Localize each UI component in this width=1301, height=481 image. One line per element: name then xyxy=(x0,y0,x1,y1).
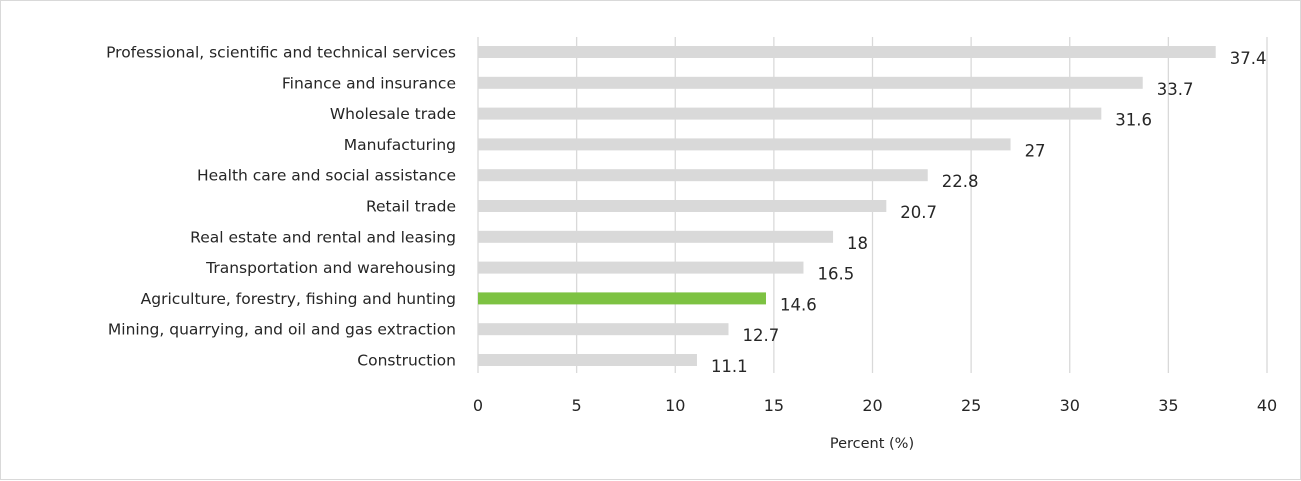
category-label-9: Mining, quarrying, and oil and gas extra… xyxy=(108,321,456,339)
bar-8 xyxy=(478,292,766,305)
x-axis-title: Percent (%) xyxy=(830,436,914,452)
category-label-6: Real estate and rental and leasing xyxy=(190,228,456,246)
bar-4 xyxy=(478,169,928,182)
category-label-10: Construction xyxy=(357,352,456,370)
category-label-7: Transportation and warehousing xyxy=(205,259,456,277)
category-label-4: Health care and social assistance xyxy=(197,167,456,185)
bar-7 xyxy=(478,261,804,274)
data-label-6: 18 xyxy=(847,234,868,253)
x-tick-label-10: 10 xyxy=(665,396,685,415)
data-label-7: 16.5 xyxy=(817,265,854,284)
category-label-2: Wholesale trade xyxy=(330,105,456,123)
data-label-8: 14.6 xyxy=(780,295,817,314)
x-tick-labels: 0 5 10 15 20 25 30 35 40 xyxy=(473,396,1277,415)
category-label-1: Finance and insurance xyxy=(282,74,456,92)
data-label-2: 31.6 xyxy=(1115,111,1152,130)
data-label-1: 33.7 xyxy=(1157,80,1194,99)
bar-6 xyxy=(478,230,834,243)
data-label-5: 20.7 xyxy=(900,203,937,222)
data-label-0: 37.4 xyxy=(1230,49,1267,68)
x-tick-label-25: 25 xyxy=(961,396,981,415)
x-tick-label-0: 0 xyxy=(473,396,483,415)
data-label-4: 22.8 xyxy=(942,172,979,191)
bar-0 xyxy=(478,46,1216,58)
bar-2 xyxy=(478,107,1102,120)
x-tick-label-5: 5 xyxy=(572,396,582,415)
category-label-3: Manufacturing xyxy=(344,136,456,154)
data-label-10: 11.1 xyxy=(711,357,748,376)
bar-1 xyxy=(478,76,1143,89)
category-labels: Professional, scientific and technical s… xyxy=(106,44,456,370)
category-label-5: Retail trade xyxy=(366,198,456,216)
bar-10 xyxy=(478,354,697,366)
x-tick-label-15: 15 xyxy=(764,396,784,415)
bar-9 xyxy=(478,323,729,336)
category-label-0: Professional, scientific and technical s… xyxy=(106,44,456,62)
data-labels: 37.4 33.7 31.6 27 22.8 20.7 18 16.514.612.7 11.1 xyxy=(711,49,1267,376)
x-tick-label-30: 30 xyxy=(1060,396,1080,415)
bar-5 xyxy=(478,200,887,212)
data-label-9: 12.7 xyxy=(743,326,780,345)
data-label-3: 27 xyxy=(1025,141,1046,160)
x-tick-label-35: 35 xyxy=(1158,396,1178,415)
bars xyxy=(478,46,1216,366)
x-tick-label-20: 20 xyxy=(862,396,882,415)
category-label-8: Agriculture, forestry, fishing and hunti… xyxy=(141,290,456,308)
bar-3 xyxy=(478,138,1011,151)
x-tick-label-40: 40 xyxy=(1257,396,1277,415)
